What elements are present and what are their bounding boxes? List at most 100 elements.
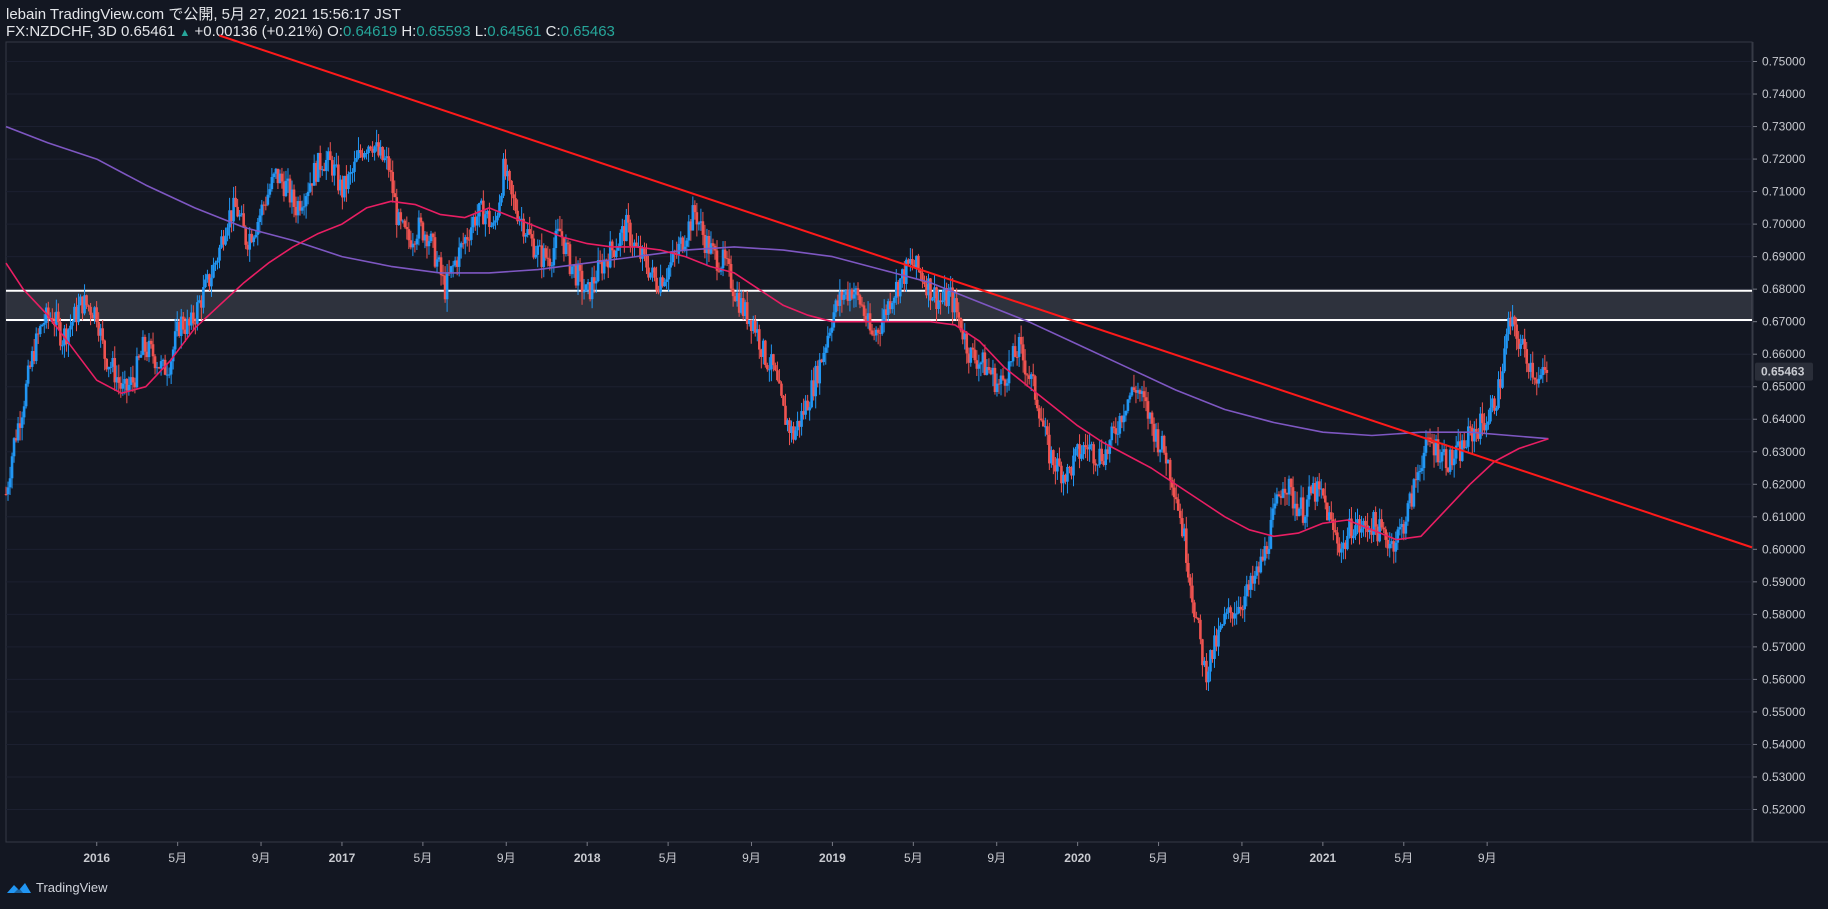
candle-body [214, 262, 217, 265]
candle-body [798, 420, 801, 427]
high-value: 0.65593 [416, 23, 471, 40]
candle-body [532, 238, 536, 258]
candle-body [790, 426, 793, 433]
candle-body [707, 235, 711, 254]
candle-body [59, 322, 62, 346]
candle-body [808, 407, 811, 411]
candle-body [337, 164, 340, 191]
candle-body [572, 265, 576, 267]
candle-body [1301, 497, 1305, 523]
candle-body [727, 258, 731, 264]
candle-body [1368, 530, 1371, 533]
candle-body [403, 220, 407, 227]
candle-body [977, 364, 981, 369]
candle-body [260, 204, 264, 216]
candle-body [371, 148, 374, 153]
candle-body [157, 367, 161, 369]
candle-body [1420, 468, 1424, 471]
candle-body [405, 226, 409, 230]
time-axis[interactable]: 2016 5月 9月 2017 5月 9月 2018 5月 9月 2019 5月 9月 2020 5月 9月… [6, 841, 1828, 865]
candle-body [816, 365, 820, 384]
candle-body [1110, 426, 1114, 441]
candle-body [12, 438, 16, 457]
candle-body [353, 161, 356, 172]
candle-body [1364, 520, 1367, 526]
trend-line [219, 34, 1753, 549]
candle-body [963, 333, 967, 340]
candle-body [864, 315, 868, 323]
candle-body [367, 146, 370, 154]
candle-body [264, 204, 268, 206]
candle-body [415, 238, 419, 245]
price-axis[interactable]: 0.75000 0.74000 0.73000 0.72000 0.71000 0.700… [1752, 42, 1828, 842]
candle-body [1495, 407, 1498, 411]
candle-body [1297, 508, 1301, 517]
candle-body [1221, 624, 1224, 626]
candle-body [363, 153, 366, 158]
candle-body [482, 200, 485, 225]
candle-body [1037, 408, 1041, 419]
candle-body [578, 264, 582, 271]
candle-body [560, 231, 564, 238]
candle-body [1235, 613, 1238, 615]
candle-body [882, 309, 886, 322]
candle-body [1088, 444, 1091, 450]
candle-body [480, 200, 483, 204]
resistance-zone [6, 290, 1752, 321]
candle-body [1170, 480, 1174, 488]
candle-body [1160, 435, 1164, 450]
candle-body [204, 279, 207, 288]
candle-body [1466, 426, 1470, 447]
candle-body [351, 171, 354, 173]
candle-body [1396, 529, 1400, 543]
candle-body [1054, 465, 1057, 472]
candle-body [1418, 470, 1422, 473]
price-tick-label: 0.66000 [1762, 347, 1806, 361]
candle-body [417, 217, 421, 239]
candle-body [641, 247, 644, 259]
candle-body [437, 257, 441, 260]
candle-body [737, 292, 741, 313]
candle-body [397, 212, 401, 226]
candle-body [1263, 546, 1267, 561]
candle-body [1136, 390, 1140, 393]
candle-body [552, 248, 556, 266]
candle-body [431, 233, 435, 238]
candle-body [820, 359, 824, 363]
plot-area[interactable] [5, 41, 1753, 843]
candle-body [65, 328, 68, 345]
candle-body [878, 332, 882, 334]
candle-body [365, 153, 368, 155]
candle-body [1350, 518, 1353, 539]
candle-body [1408, 493, 1412, 504]
footer-brand[interactable]: TradingView [6, 880, 108, 895]
candle-body [401, 220, 405, 222]
candle-body [556, 228, 560, 231]
candle-body [1209, 650, 1212, 672]
candle-body [192, 312, 195, 324]
candle-body [1041, 420, 1045, 427]
candle-body [425, 234, 429, 247]
candle-body [711, 243, 715, 246]
candle-body [75, 306, 78, 323]
candle-body [955, 298, 958, 313]
time-tick-label: 9月 [742, 851, 761, 865]
candle-body [1303, 516, 1307, 523]
candle-body [284, 180, 288, 197]
candle-body [953, 298, 956, 313]
candle-body [1497, 379, 1500, 408]
candle-body [383, 158, 386, 161]
candle-body [1150, 412, 1154, 424]
candle-body [34, 333, 38, 362]
candle-body [826, 335, 830, 348]
candle-body [699, 221, 703, 223]
candle-body [1243, 596, 1247, 610]
candle-body [30, 351, 34, 367]
candle-body [1346, 535, 1349, 550]
last-price: 0.65461 [121, 23, 176, 40]
candle-body [190, 312, 193, 326]
candle-body [544, 248, 548, 258]
candle-body [625, 214, 628, 242]
candle-body [419, 217, 423, 223]
